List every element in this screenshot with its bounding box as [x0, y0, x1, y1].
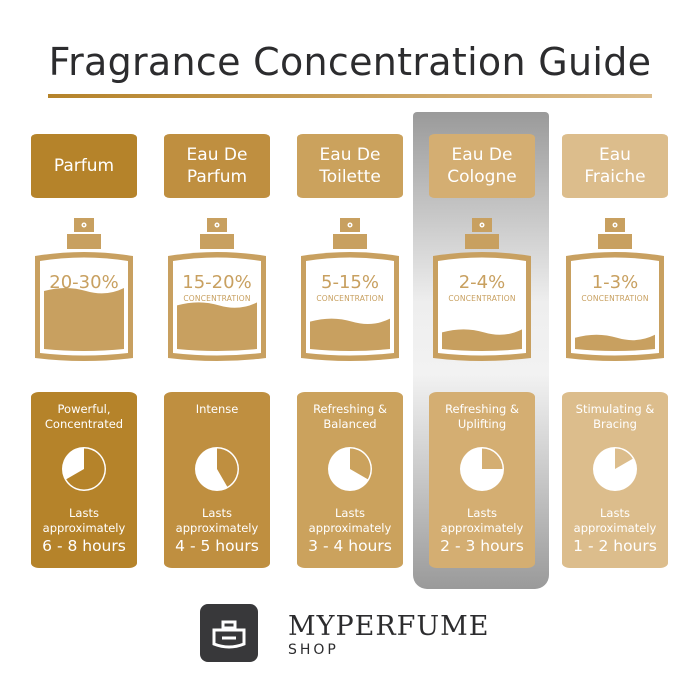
concentration-label: CONCENTRATION	[316, 294, 384, 303]
pie-wedge	[482, 448, 503, 469]
concentration-percent: 1-3%	[591, 272, 639, 293]
lasts-label: Lasts approximately	[573, 506, 657, 535]
info-card: Refreshing & Uplifting Lasts approximate…	[429, 392, 535, 568]
liquid-fill	[44, 288, 124, 351]
logo-brand: MYPERFUME	[288, 611, 490, 642]
duration-hours: 6 - 8 hours	[42, 537, 126, 555]
type-header: Eau De Parfum	[164, 134, 270, 198]
bottle-icon	[168, 218, 266, 361]
info-card: Stimulating & Bracing Lasts approximatel…	[562, 392, 668, 568]
liquid-fill	[310, 318, 390, 351]
pie-wedge	[350, 448, 371, 480]
description: Intense	[195, 402, 239, 416]
type-header: Parfum	[31, 134, 137, 198]
pie-wedge	[66, 448, 105, 490]
liquid-fill	[177, 302, 257, 351]
description: Refreshing & Balanced	[313, 402, 387, 431]
info-card: Powerful, Concentrated Lasts approximate…	[31, 392, 137, 568]
duration-hours: 4 - 5 hours	[175, 537, 259, 555]
description: Powerful, Concentrated	[44, 402, 124, 431]
logo-sub: SHOP	[288, 642, 339, 658]
description: Refreshing & Uplifting	[445, 402, 519, 431]
concentration-percent: 20-30%	[49, 272, 119, 293]
duration-hours: 2 - 3 hours	[440, 537, 524, 555]
type-header: Eau Fraiche	[562, 134, 668, 198]
pie-wedge	[217, 448, 238, 487]
lasts-label: Lasts approximately	[42, 506, 126, 535]
clock-pie-icon	[593, 447, 637, 491]
concentration-percent: 5-15%	[321, 272, 379, 293]
concentration-label: CONCENTRATION	[183, 294, 251, 303]
lasts-label: Lasts approximately	[175, 506, 259, 535]
concentration-label: CONCENTRATION	[448, 294, 516, 303]
concentration-percent: 2-4%	[458, 272, 506, 293]
info-card: Intense Lasts approximately 4 - 5 hours	[164, 392, 270, 568]
concentration-percent: 15-20%	[182, 272, 252, 293]
concentration-label: CONCENTRATION	[581, 294, 649, 303]
logo-icon	[200, 604, 258, 662]
duration-hours: 3 - 4 hours	[308, 537, 392, 555]
concentration-label: CONCENTRATION	[50, 294, 118, 303]
bottle-icon	[301, 218, 399, 361]
liquid-fill	[575, 334, 655, 351]
page-title: Fragrance Concentration Guide	[48, 40, 652, 84]
description: Stimulating & Bracing	[575, 402, 655, 431]
clock-pie-icon	[460, 447, 504, 491]
title-underline	[48, 94, 652, 98]
pie-wedge	[615, 448, 633, 469]
clock-pie-icon	[328, 447, 372, 491]
liquid-fill	[442, 329, 522, 351]
clock-pie-icon	[195, 447, 239, 491]
info-card: Refreshing & Balanced Lasts approximatel…	[297, 392, 403, 568]
type-header: Eau De Toilette	[297, 134, 403, 198]
bottle-icon	[433, 218, 531, 361]
bottle-icon	[566, 218, 664, 361]
clock-pie-icon	[62, 447, 106, 491]
bottle-icon	[35, 218, 133, 361]
lasts-label: Lasts approximately	[440, 506, 524, 535]
lasts-label: Lasts approximately	[308, 506, 392, 535]
type-header: Eau De Cologne	[429, 134, 535, 198]
duration-hours: 1 - 2 hours	[573, 537, 657, 555]
